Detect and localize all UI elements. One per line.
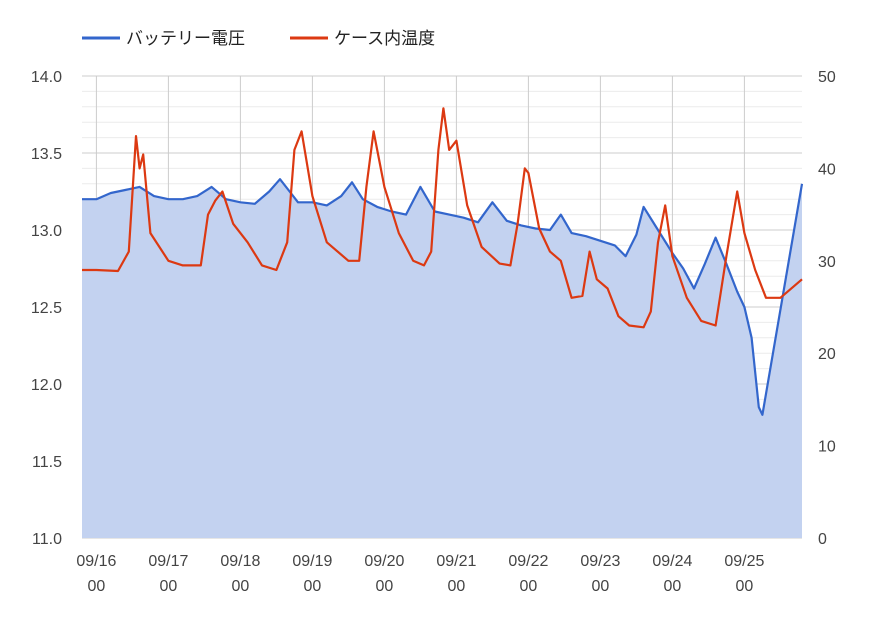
left-tick-label: 11.0	[32, 531, 62, 548]
left-axis: 11.0 11.5 12.0 12.5 13.0 13.5 14.0	[31, 69, 62, 548]
x-tick-date: 09/17	[148, 553, 188, 570]
right-tick-label: 30	[818, 254, 836, 271]
left-tick-label: 11.5	[32, 454, 62, 471]
series-voltage-area	[82, 179, 802, 538]
left-tick-label: 12.0	[31, 377, 62, 394]
legend-voltage-label: バッテリー電圧	[126, 29, 245, 48]
right-tick-label: 40	[818, 161, 836, 178]
x-tick-hour: 00	[88, 578, 106, 595]
right-axis: 0 10 20 30 40 50	[818, 69, 836, 548]
x-tick-hour: 00	[520, 578, 538, 595]
x-tick-hour: 00	[232, 578, 250, 595]
x-tick-date: 09/22	[508, 553, 548, 570]
left-tick-label: 13.0	[31, 223, 62, 240]
right-tick-label: 20	[818, 346, 836, 363]
x-tick-hour: 00	[592, 578, 610, 595]
right-tick-label: 50	[818, 69, 836, 86]
left-tick-label: 12.5	[31, 300, 62, 317]
right-tick-label: 0	[818, 531, 827, 548]
series-temperature-line	[82, 107, 803, 329]
x-tick-hour: 00	[160, 578, 178, 595]
x-axis: 09/16 00 09/17 00 09/18 00 09/19 00 09/20 00 09/21…	[76, 553, 764, 595]
x-tick-date: 09/24	[652, 553, 692, 570]
left-tick-label: 14.0	[31, 69, 62, 86]
x-tick-hour: 00	[448, 578, 466, 595]
series-voltage-line	[82, 178, 804, 416]
x-tick-hour: 00	[736, 578, 754, 595]
x-tick-date: 09/18	[220, 553, 260, 570]
x-tick-date: 09/25	[724, 553, 764, 570]
left-tick-label: 13.5	[31, 146, 62, 163]
legend: バッテリー電圧 ケース内温度	[82, 29, 435, 48]
x-tick-date: 09/23	[580, 553, 620, 570]
right-tick-label: 10	[818, 439, 836, 456]
legend-temperature-label: ケース内温度	[334, 29, 435, 48]
x-tick-hour: 00	[664, 578, 682, 595]
x-tick-date: 09/19	[292, 553, 332, 570]
series-layer	[82, 107, 804, 538]
x-tick-date: 09/20	[364, 553, 404, 570]
x-tick-hour: 00	[376, 578, 394, 595]
x-tick-date: 09/21	[436, 553, 476, 570]
x-tick-hour: 00	[304, 578, 322, 595]
x-tick-date: 09/16	[76, 553, 116, 570]
